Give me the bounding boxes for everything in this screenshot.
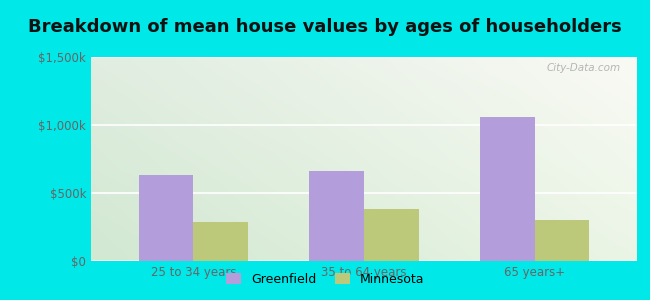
Bar (534, 220, 590, 261)
Bar (309, 171, 364, 261)
Bar (480, 117, 534, 261)
Text: City-Data.com: City-Data.com (547, 63, 621, 73)
Legend: Greenfield, Minnesota: Greenfield, Minnesota (221, 268, 429, 291)
Text: Breakdown of mean house values by ages of householders: Breakdown of mean house values by ages o… (28, 18, 622, 36)
Bar (139, 175, 194, 261)
Bar (194, 222, 248, 261)
Bar (364, 209, 419, 261)
